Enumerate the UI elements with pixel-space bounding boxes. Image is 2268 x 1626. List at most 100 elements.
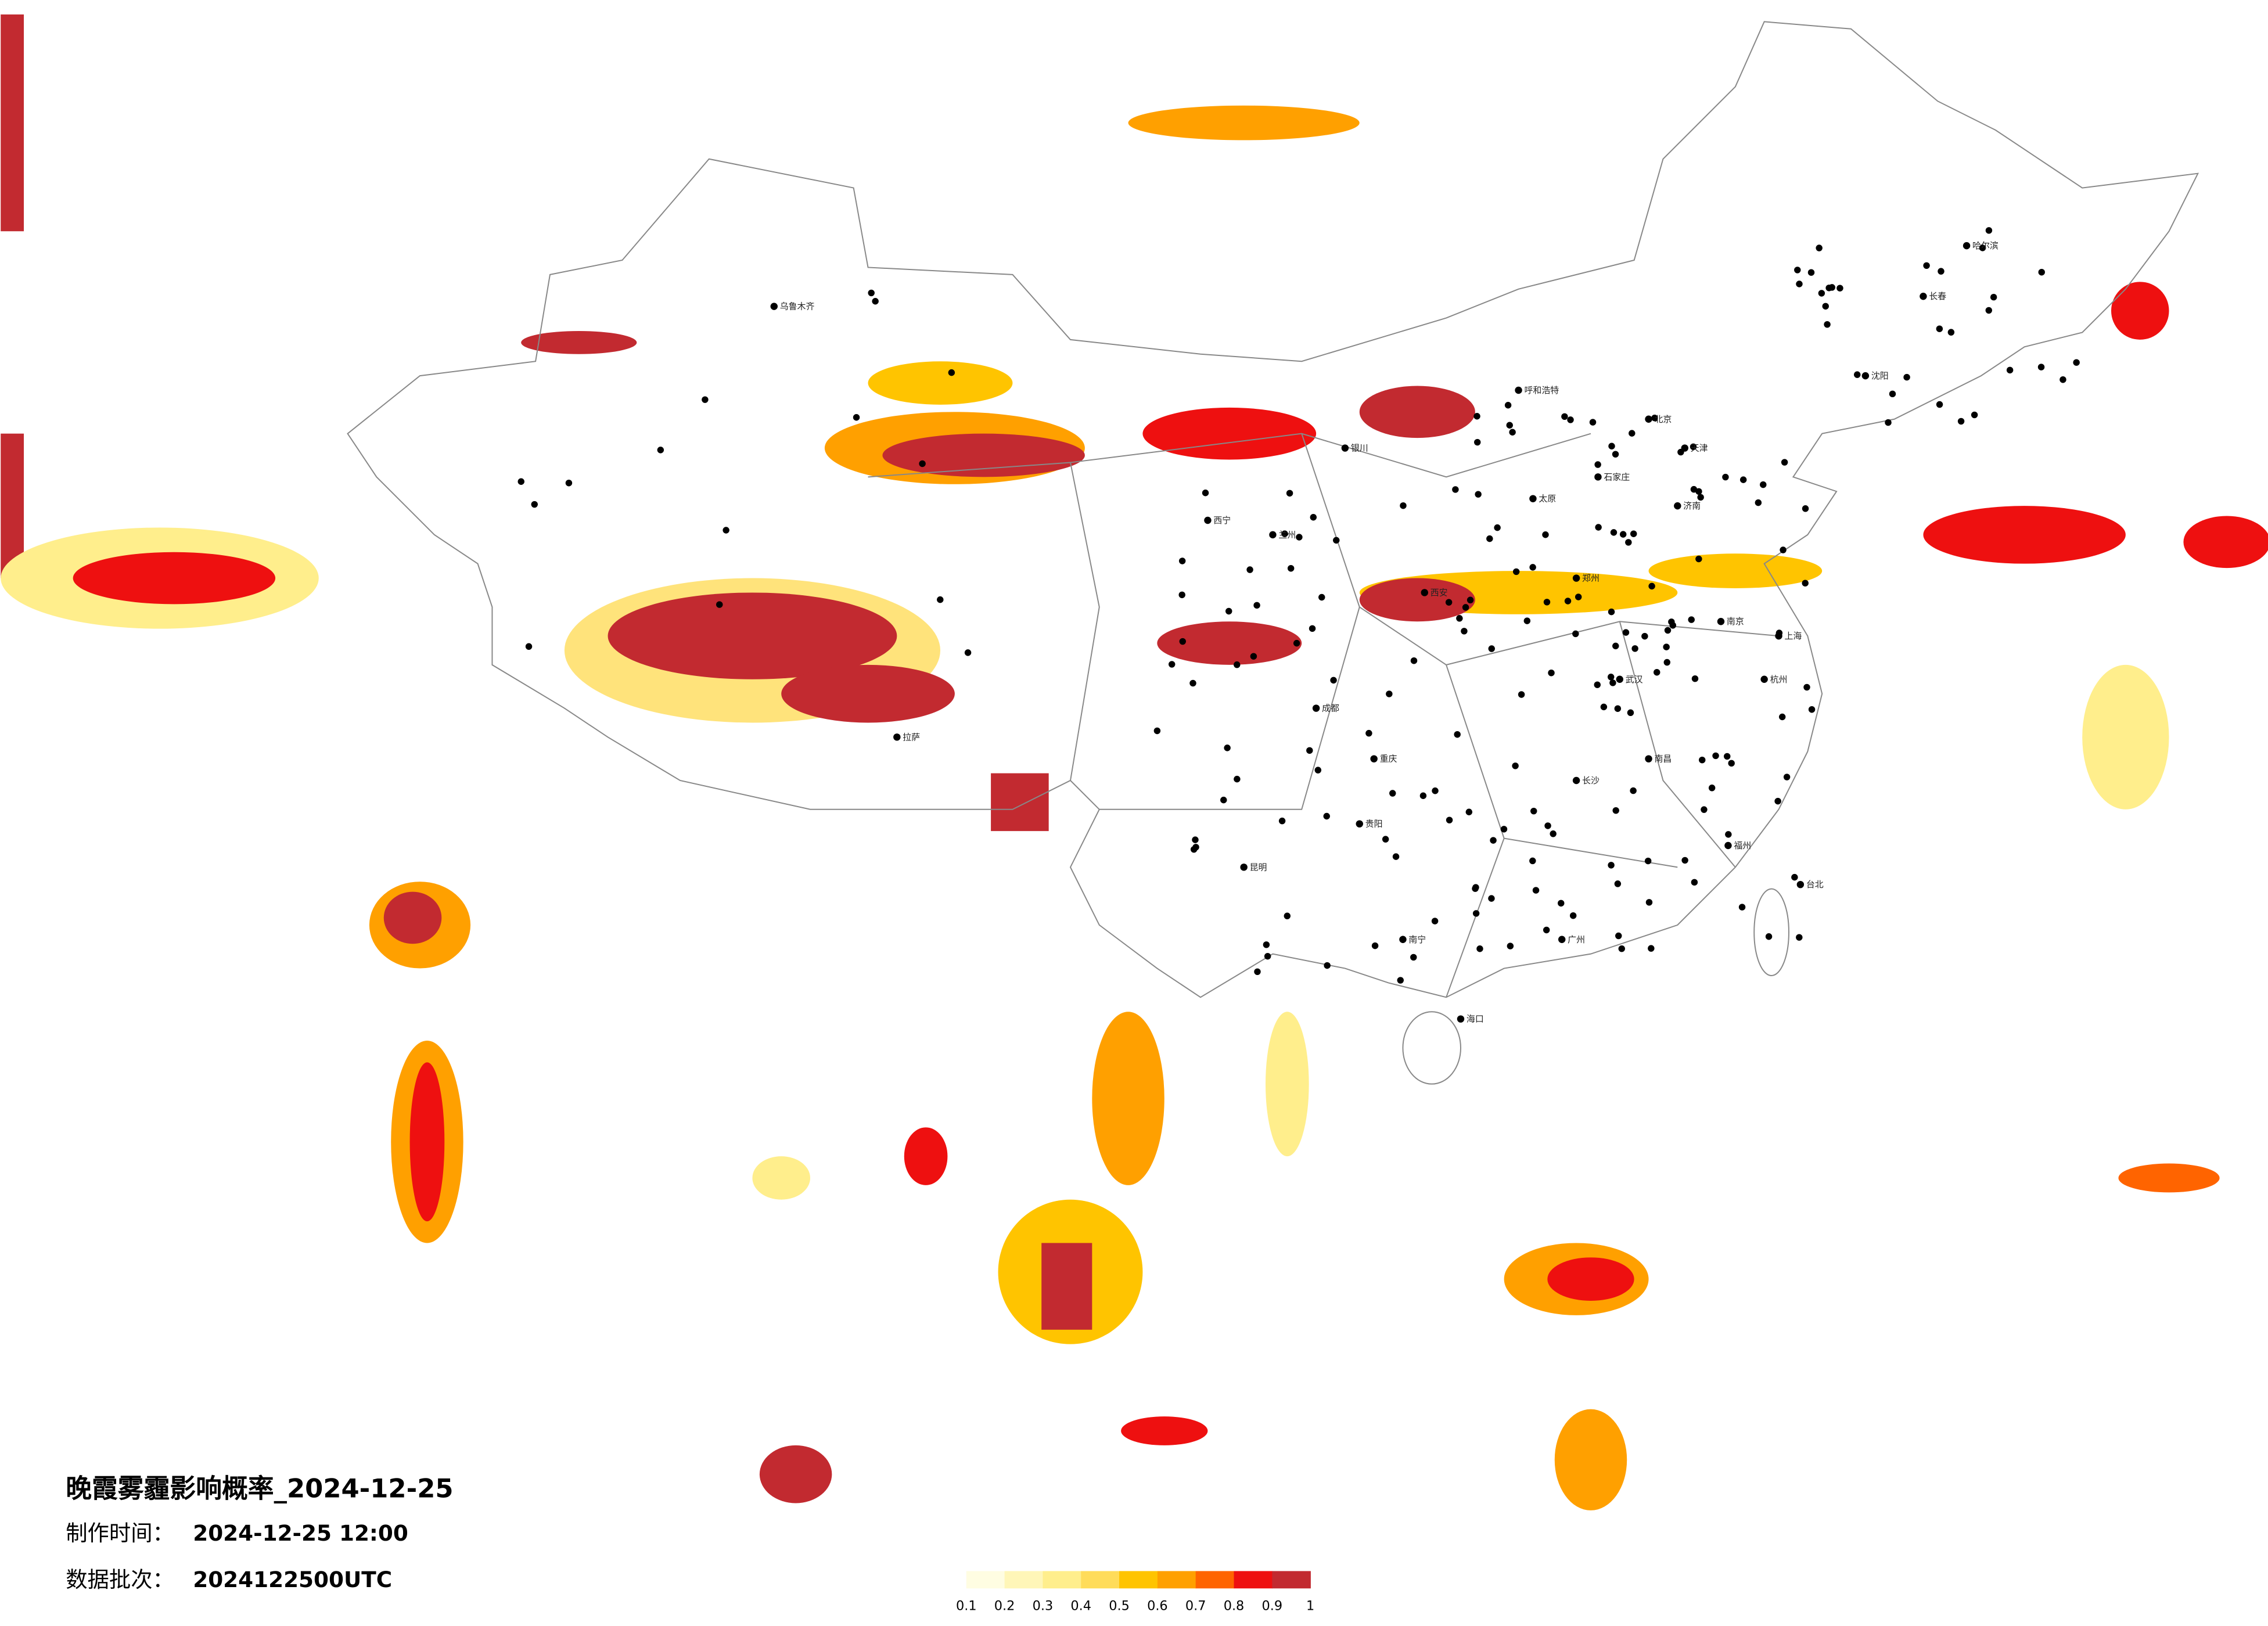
station-dot — [1324, 962, 1331, 969]
city-dot — [1645, 415, 1652, 423]
colorbar-swatch — [1234, 1571, 1273, 1589]
colorbar-swatch — [1043, 1571, 1081, 1589]
station-dot — [1472, 910, 1480, 917]
station-dot — [1400, 502, 1407, 509]
station-dot — [1936, 401, 1943, 408]
station-dot — [1575, 593, 1582, 600]
station-dot — [1287, 564, 1295, 572]
station-dot — [1774, 797, 1781, 805]
station-dot — [1431, 918, 1439, 924]
station-dot — [1794, 267, 1801, 274]
station-dot — [1625, 539, 1632, 546]
station-dot — [1504, 402, 1512, 409]
city-label: 北京 — [1655, 414, 1672, 425]
station-dot — [1663, 643, 1670, 650]
station-dot — [872, 298, 879, 305]
station-dot — [1630, 530, 1637, 537]
station-dot — [1825, 285, 1832, 292]
station-dot — [1780, 546, 1787, 553]
station-dot — [1192, 844, 1199, 851]
station-dot — [1615, 932, 1622, 940]
city-dot — [1645, 755, 1652, 762]
station-dot — [1722, 473, 1729, 481]
station-dot — [1816, 244, 1823, 251]
colorbar-tick-label: 0.7 — [1185, 1599, 1206, 1614]
city-label: 西宁 — [1213, 515, 1231, 526]
station-dot — [1189, 679, 1196, 687]
station-dot — [1701, 806, 1708, 813]
city-label: 太原 — [1539, 494, 1556, 504]
city-label: 呼和浩特 — [1525, 385, 1559, 395]
colorbar-tick-label: 0.6 — [1147, 1599, 1168, 1614]
station-dot — [1781, 459, 1788, 466]
station-dot — [1512, 568, 1520, 575]
station-dot — [1691, 675, 1699, 682]
station-dot — [1250, 653, 1257, 660]
colorbar-swatch — [1272, 1571, 1311, 1589]
city-dot — [1775, 632, 1782, 640]
station-dot — [1446, 816, 1453, 823]
station-dot — [868, 289, 875, 297]
colorbar-swatch — [1004, 1571, 1044, 1589]
station-dot — [1382, 836, 1389, 843]
city-dot — [770, 303, 778, 310]
station-dot — [1608, 862, 1615, 869]
station-dot — [1286, 490, 1293, 497]
station-dot — [1529, 857, 1536, 865]
station-dot — [1296, 534, 1303, 541]
colorbar-tick-label: 0.5 — [1109, 1599, 1130, 1614]
station-dot — [1957, 418, 1965, 425]
station-dot — [1651, 414, 1658, 422]
station-dot — [1681, 857, 1688, 864]
city-label: 兰州 — [1278, 530, 1296, 540]
station-dot — [1550, 830, 1557, 837]
station-dot — [1791, 873, 1798, 881]
station-dot — [1572, 630, 1579, 638]
station-dot — [1392, 853, 1400, 860]
station-dot — [1690, 485, 1698, 493]
colorbar-swatch — [966, 1571, 1005, 1589]
station-dot — [1475, 491, 1482, 498]
city-label: 南宁 — [1408, 934, 1426, 945]
station-dot — [1739, 476, 1747, 483]
station-dot — [1543, 926, 1550, 934]
station-dot — [1168, 661, 1176, 668]
station-dot — [1518, 691, 1525, 698]
city-label: 济南 — [1683, 501, 1701, 511]
station-dot — [1903, 373, 1910, 381]
city-dot — [1515, 386, 1522, 394]
station-dot — [1589, 419, 1597, 426]
station-dot — [1454, 731, 1461, 738]
station-dot — [1654, 669, 1660, 676]
station-dot — [948, 369, 955, 376]
station-dot — [1293, 639, 1300, 647]
city-label: 南京 — [1727, 616, 1744, 627]
station-dot — [1365, 729, 1372, 737]
info-label: 数据批次： — [66, 1567, 174, 1592]
station-markers — [517, 227, 2080, 984]
station-dot — [1494, 524, 1501, 531]
station-dot — [1220, 796, 1227, 804]
info-value: 2024122500UTC — [193, 1567, 392, 1592]
city-dot — [1760, 675, 1768, 683]
station-dot — [1688, 616, 1695, 623]
station-dot — [1264, 953, 1271, 960]
station-dot — [1971, 411, 1978, 419]
city-dot — [1616, 675, 1623, 683]
station-dot — [1608, 608, 1615, 616]
city-dot — [1529, 495, 1537, 502]
city-dot — [1457, 1015, 1465, 1023]
station-dot — [1760, 481, 1767, 488]
station-dot — [1725, 831, 1732, 838]
colorbar-tick-label: 0.3 — [1033, 1599, 1054, 1614]
station-dot — [1724, 753, 1731, 760]
station-dot — [1663, 659, 1670, 666]
station-dot — [1309, 625, 1316, 632]
station-dot — [1569, 912, 1577, 919]
station-dot — [1179, 638, 1186, 645]
city-label: 拉萨 — [903, 732, 920, 742]
colorbar: 0.1 0.2 0.3 0.4 0.5 0.6 0.7 0.8 0.9 1 — [956, 1571, 1314, 1614]
city-label: 昆明 — [1250, 862, 1267, 872]
